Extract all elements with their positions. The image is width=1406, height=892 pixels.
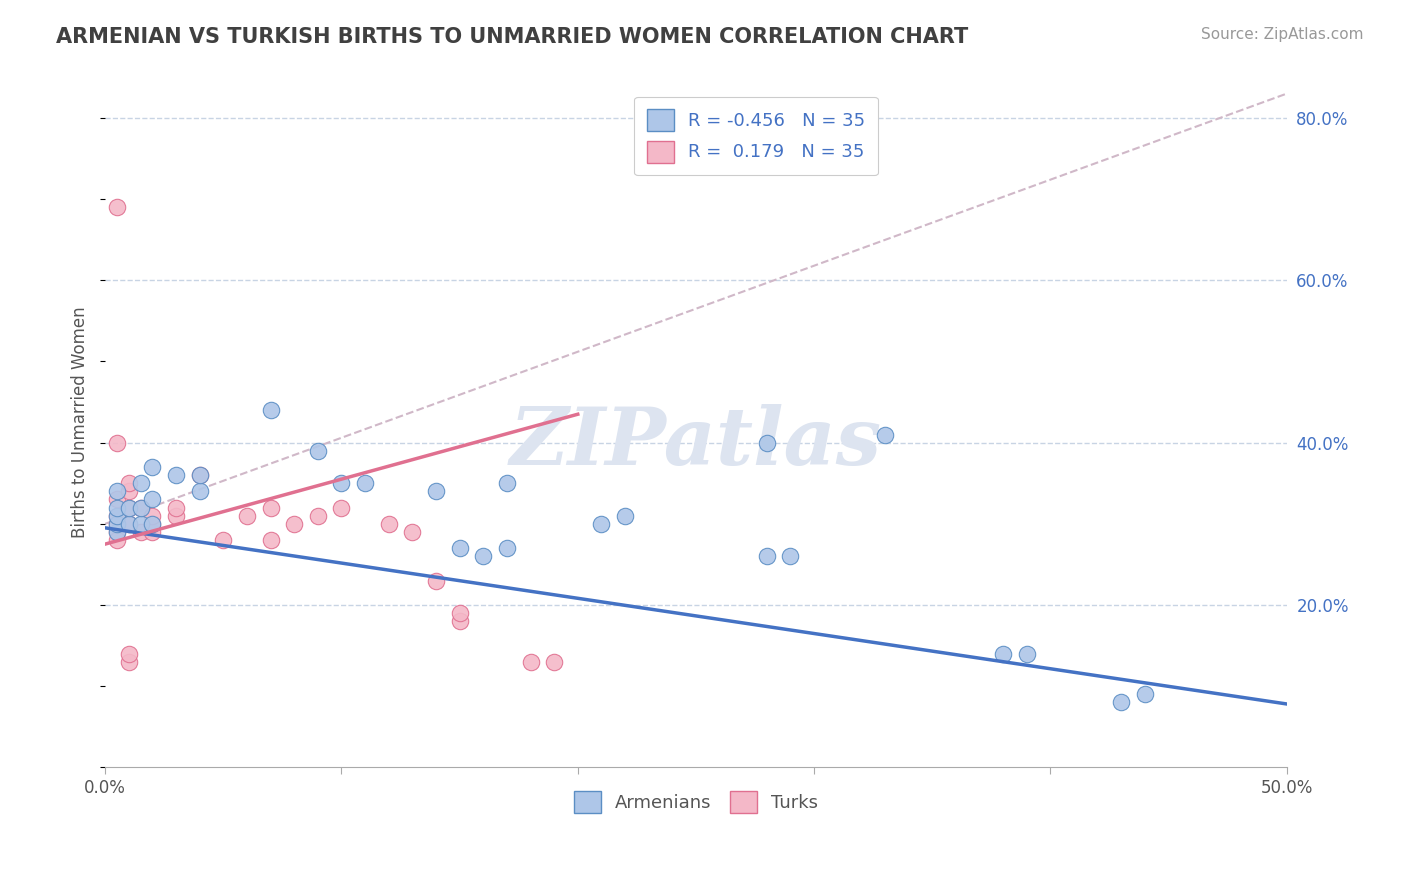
Point <box>118 647 141 661</box>
Point <box>259 533 281 547</box>
Point <box>307 443 329 458</box>
Point <box>105 533 128 547</box>
Point <box>259 403 281 417</box>
Point <box>129 500 152 515</box>
Point <box>105 200 128 214</box>
Point <box>129 500 152 515</box>
Point <box>165 508 187 523</box>
Y-axis label: Births to Unmarried Women: Births to Unmarried Women <box>72 307 89 538</box>
Text: ZIPatlas: ZIPatlas <box>510 404 882 482</box>
Point <box>105 484 128 499</box>
Point <box>105 500 128 515</box>
Point <box>330 476 353 491</box>
Point <box>283 516 305 531</box>
Point <box>141 524 163 539</box>
Point <box>991 647 1014 661</box>
Point <box>129 516 152 531</box>
Point <box>105 516 128 531</box>
Point <box>188 484 211 499</box>
Point <box>330 500 353 515</box>
Legend: Armenians, Turks: Armenians, Turks <box>562 780 830 824</box>
Point <box>519 655 541 669</box>
Point <box>1109 695 1132 709</box>
Point <box>591 516 613 531</box>
Point <box>236 508 259 523</box>
Point <box>755 435 778 450</box>
Point <box>105 524 128 539</box>
Point <box>401 524 423 539</box>
Point <box>105 516 128 531</box>
Point <box>755 549 778 564</box>
Point <box>1015 647 1038 661</box>
Point <box>614 508 637 523</box>
Point <box>188 468 211 483</box>
Point <box>165 468 187 483</box>
Point <box>496 476 519 491</box>
Point <box>543 655 565 669</box>
Point <box>141 516 163 531</box>
Point <box>496 541 519 556</box>
Point <box>118 500 141 515</box>
Point <box>129 476 152 491</box>
Point <box>118 476 141 491</box>
Point <box>141 492 163 507</box>
Point <box>118 500 141 515</box>
Point <box>105 508 128 523</box>
Point <box>118 516 141 531</box>
Point <box>105 492 128 507</box>
Point <box>449 614 471 628</box>
Text: ARMENIAN VS TURKISH BIRTHS TO UNMARRIED WOMEN CORRELATION CHART: ARMENIAN VS TURKISH BIRTHS TO UNMARRIED … <box>56 27 969 46</box>
Point <box>165 500 187 515</box>
Point <box>141 516 163 531</box>
Point <box>449 541 471 556</box>
Point <box>105 524 128 539</box>
Point <box>449 606 471 620</box>
Point <box>377 516 399 531</box>
Point <box>873 427 896 442</box>
Point <box>118 655 141 669</box>
Point <box>354 476 377 491</box>
Point <box>105 508 128 523</box>
Point <box>118 484 141 499</box>
Point <box>129 524 152 539</box>
Point <box>105 435 128 450</box>
Point <box>118 516 141 531</box>
Point <box>141 460 163 475</box>
Point <box>141 508 163 523</box>
Point <box>425 484 447 499</box>
Point <box>212 533 235 547</box>
Point <box>472 549 495 564</box>
Point <box>259 500 281 515</box>
Point <box>779 549 801 564</box>
Point <box>307 508 329 523</box>
Text: Source: ZipAtlas.com: Source: ZipAtlas.com <box>1201 27 1364 42</box>
Point <box>1133 687 1156 701</box>
Point <box>188 468 211 483</box>
Point <box>425 574 447 588</box>
